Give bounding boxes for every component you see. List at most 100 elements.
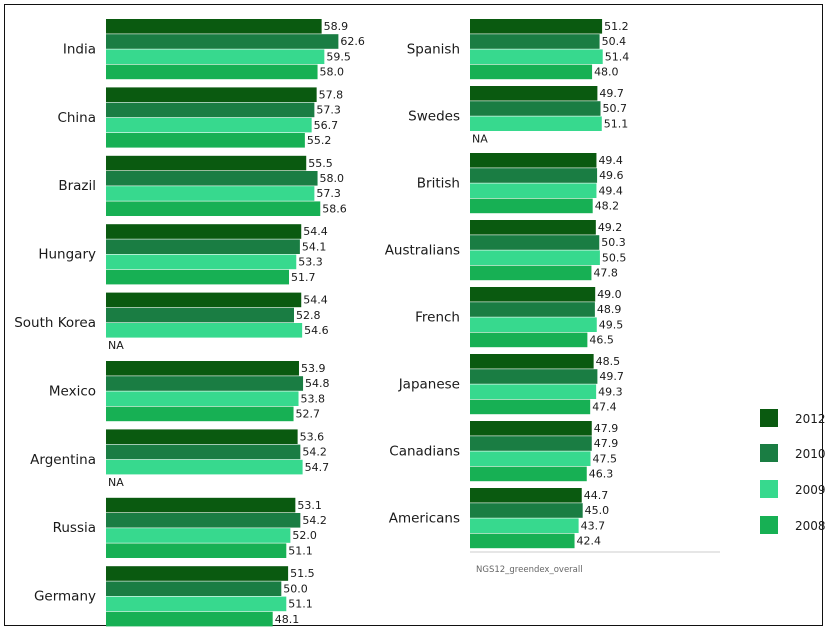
data-label: 49.6 bbox=[599, 169, 624, 182]
data-label: 44.7 bbox=[584, 489, 609, 502]
bar-2012 bbox=[106, 498, 295, 513]
data-label: 47.9 bbox=[594, 422, 619, 435]
data-label: 52.8 bbox=[296, 309, 321, 322]
bar-2012 bbox=[470, 86, 597, 101]
na-label: NA bbox=[108, 339, 124, 352]
bar-2009 bbox=[106, 118, 312, 133]
bar-2010 bbox=[470, 101, 601, 116]
data-label: 50.5 bbox=[602, 251, 627, 264]
bar-2012 bbox=[106, 87, 317, 102]
bar-2010 bbox=[106, 445, 300, 460]
legend-swatch-2008 bbox=[760, 516, 778, 534]
source-note: NGS12_greendex_overall bbox=[476, 565, 583, 575]
bar-2012 bbox=[106, 293, 301, 308]
data-label: 51.1 bbox=[288, 544, 313, 557]
category-label-mexico: Mexico bbox=[49, 383, 96, 399]
bar-2012 bbox=[470, 287, 595, 302]
data-label: 62.6 bbox=[340, 35, 365, 48]
bar-2012 bbox=[470, 153, 596, 168]
bar-2012 bbox=[470, 488, 582, 503]
bar-2008 bbox=[470, 333, 587, 348]
category-label-australians: Australians bbox=[385, 242, 460, 258]
data-label: 49.4 bbox=[598, 154, 623, 167]
data-label: 49.7 bbox=[599, 87, 624, 100]
bar-2012 bbox=[106, 156, 306, 171]
bar-2010 bbox=[106, 376, 303, 391]
bar-2008 bbox=[470, 534, 575, 549]
category-label-brazil: Brazil bbox=[58, 178, 96, 194]
bar-2008 bbox=[470, 400, 590, 415]
data-label: 53.1 bbox=[297, 499, 322, 512]
bar-2010 bbox=[106, 103, 314, 118]
bar-2010 bbox=[470, 369, 597, 384]
bar-2009 bbox=[106, 255, 296, 270]
bar-2009 bbox=[470, 518, 579, 533]
data-label: 49.2 bbox=[598, 221, 623, 234]
data-label: 48.5 bbox=[596, 355, 621, 368]
bar-2008 bbox=[106, 65, 318, 80]
data-label: 58.0 bbox=[320, 172, 345, 185]
legend-label-2009: 2009 bbox=[795, 483, 826, 497]
data-label: 51.4 bbox=[605, 50, 630, 63]
bar-2009 bbox=[106, 460, 303, 475]
bar-2010 bbox=[470, 302, 595, 317]
data-label: 54.1 bbox=[302, 240, 327, 253]
bar-2008 bbox=[106, 612, 273, 627]
data-label: 43.7 bbox=[581, 519, 606, 532]
data-label: 49.0 bbox=[597, 288, 622, 301]
data-label: 48.1 bbox=[275, 613, 300, 626]
data-label: 51.7 bbox=[291, 271, 316, 284]
category-label-germany: Germany bbox=[34, 589, 96, 605]
category-label-americans: Americans bbox=[389, 510, 460, 526]
bar-2008 bbox=[106, 133, 305, 148]
category-label-china: China bbox=[57, 110, 96, 126]
bar-2009 bbox=[470, 250, 600, 265]
bar-2009 bbox=[470, 183, 596, 198]
data-label: 58.0 bbox=[320, 66, 345, 79]
category-label-french: French bbox=[415, 309, 460, 325]
bar-2009 bbox=[470, 317, 597, 332]
data-label: 53.6 bbox=[300, 430, 325, 443]
data-label: 57.3 bbox=[316, 104, 341, 117]
data-label: 53.9 bbox=[301, 362, 326, 375]
bar-2010 bbox=[470, 168, 597, 183]
bar-2010 bbox=[106, 239, 300, 254]
bar-2012 bbox=[106, 19, 322, 34]
data-label: 48.9 bbox=[597, 303, 622, 316]
bar-2009 bbox=[106, 186, 314, 201]
bar-2012 bbox=[106, 429, 298, 444]
data-label: 51.1 bbox=[604, 117, 629, 130]
data-label: 50.7 bbox=[603, 102, 628, 115]
bar-2008 bbox=[470, 65, 592, 80]
na-label: NA bbox=[108, 476, 124, 489]
data-label: 53.8 bbox=[301, 392, 326, 405]
bar-2010 bbox=[106, 34, 338, 49]
data-label: 54.7 bbox=[305, 461, 330, 474]
data-label: 50.3 bbox=[601, 236, 626, 249]
legend-label-2012: 2012 bbox=[795, 412, 826, 426]
bar-2012 bbox=[470, 354, 594, 369]
data-label: 49.7 bbox=[599, 370, 624, 383]
bar-2008 bbox=[106, 407, 294, 422]
data-label: 47.9 bbox=[594, 437, 619, 450]
data-label: 57.3 bbox=[316, 187, 341, 200]
bar-2012 bbox=[470, 220, 596, 235]
data-label: 47.8 bbox=[593, 267, 618, 280]
category-label-spanish: Spanish bbox=[407, 41, 460, 57]
bar-2010 bbox=[470, 503, 583, 518]
bar-2012 bbox=[106, 566, 288, 581]
data-label: 54.2 bbox=[302, 514, 327, 527]
bar-2012 bbox=[470, 421, 592, 436]
bar-2009 bbox=[106, 391, 299, 406]
data-label: 54.6 bbox=[304, 324, 329, 337]
data-label: 55.5 bbox=[308, 157, 333, 170]
data-label: 50.0 bbox=[283, 582, 308, 595]
data-label: 51.5 bbox=[290, 567, 315, 580]
data-label: 50.4 bbox=[602, 35, 627, 48]
legend-label-2008: 2008 bbox=[795, 519, 826, 533]
data-label: 54.4 bbox=[303, 294, 328, 307]
bar-2009 bbox=[470, 384, 596, 399]
data-label: 49.4 bbox=[598, 184, 623, 197]
data-label: 46.5 bbox=[589, 334, 614, 347]
